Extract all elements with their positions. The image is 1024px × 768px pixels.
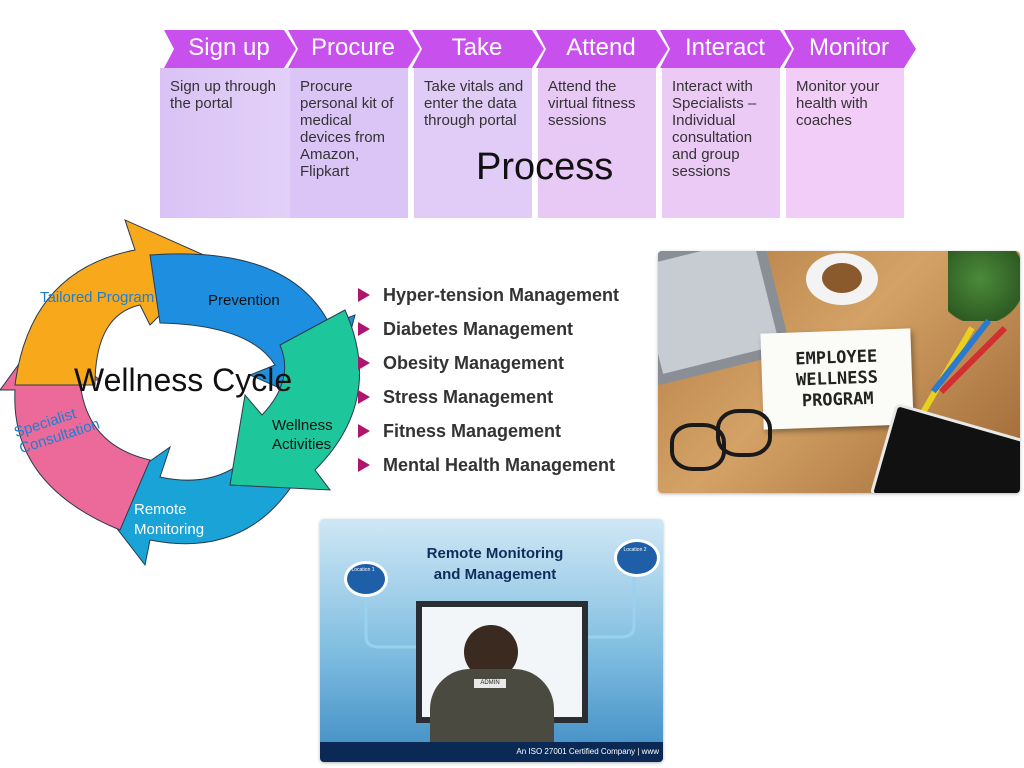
cable-lines (364, 577, 636, 649)
list-item: Hyper-tension Management (358, 278, 619, 312)
program-label: Fitness Management (383, 420, 562, 441)
program-label: Hyper-tension Management (383, 284, 620, 305)
pencil-icon (930, 318, 992, 394)
remote-title-line: and Management (433, 566, 557, 583)
step-card-attend: Attend the virtual fitness sessions (538, 68, 656, 218)
program-label: Diabetes Management (383, 318, 574, 339)
chevron-procure (288, 30, 420, 68)
tablet-icon (869, 402, 1020, 493)
bullet-triangle-icon (358, 458, 370, 472)
chevron-take (412, 30, 544, 68)
glasses-lens-icon (716, 409, 772, 457)
note-line: PROGRAM (801, 388, 874, 411)
chevron-sign-up (164, 30, 296, 68)
segment-label-tailored-program: Tailored Program (40, 289, 155, 306)
cycle-title: Wellness Cycle (74, 362, 293, 398)
process-title: Process (476, 146, 614, 188)
plant-icon (948, 251, 1020, 321)
step-desc: Sign up through the portal (170, 78, 276, 112)
step-card-take: Take vitals and enter the data through p… (414, 68, 532, 218)
remote-footer: An ISO 27001 Certified Company | www (320, 742, 663, 762)
location-left-icon (344, 561, 388, 597)
bullet-triangle-icon (358, 390, 370, 404)
step-desc: Interact with Specialists – Individual c… (672, 78, 757, 180)
remote-title: Remote Monitoring and Management (380, 543, 610, 585)
step-card-procure: Procure personal kit of medical devices … (290, 68, 408, 218)
step-desc: Procure personal kit of medical devices … (300, 78, 394, 180)
employee-wellness-photo: EMPLOYEE WELLNESS PROGRAM (658, 251, 1020, 493)
bullet-triangle-icon (358, 424, 370, 438)
bullet-triangle-icon (358, 322, 370, 336)
bullet-triangle-icon (358, 288, 370, 302)
step-card-monitor: Monitor your health with coaches (786, 68, 904, 218)
list-item: Stress Management (358, 380, 619, 414)
list-item: Fitness Management (358, 414, 619, 448)
location-right-label: Location 2 (623, 547, 647, 553)
list-item: Obesity Management (358, 346, 619, 380)
note-line: EMPLOYEE (794, 346, 878, 369)
cycle-diagram (0, 219, 361, 567)
list-item: Mental Health Management (358, 448, 619, 482)
step-label-procure: Procure (310, 34, 396, 61)
chevron-interact (660, 30, 792, 68)
location-right-icon (614, 539, 660, 577)
chevron-attend (536, 30, 668, 68)
segment-label-remote-monitoring: Remote Monitoring (134, 501, 205, 538)
step-label-interact: Interact (684, 34, 766, 61)
location-left-label: Location 1 (351, 567, 375, 573)
step-card-sign-up: Sign up through the portal (160, 68, 290, 218)
admin-label: ADMIN (474, 679, 506, 688)
remote-monitoring-photo: Remote Monitoring and Management Locatio… (320, 519, 663, 762)
step-label-sign-up: Sign up (188, 34, 270, 61)
list-item: Diabetes Management (358, 312, 619, 346)
bullet-triangle-icon (358, 356, 370, 370)
program-list: Hyper-tension Management Diabetes Manage… (358, 278, 619, 482)
segment-label-wellness-activities: Wellness Activities (272, 417, 333, 453)
chevron-monitor (784, 30, 916, 68)
note-line: WELLNESS (795, 367, 879, 390)
step-desc: Attend the virtual fitness sessions (548, 78, 636, 129)
step-card-interact: Interact with Specialists – Individual c… (662, 68, 780, 218)
coffee-icon (822, 263, 862, 293)
program-label: Stress Management (383, 386, 554, 407)
step-label-take: Take (451, 34, 503, 61)
wellness-notebook: EMPLOYEE WELLNESS PROGRAM (760, 328, 914, 430)
segment-label-prevention: Prevention (208, 292, 280, 309)
step-desc: Monitor your health with coaches (796, 78, 880, 129)
program-label: Mental Health Management (383, 454, 616, 475)
remote-title-line: Remote Monitoring (426, 545, 564, 562)
step-label-attend: Attend (566, 34, 636, 61)
step-label-monitor: Monitor (808, 34, 890, 61)
program-label: Obesity Management (383, 352, 565, 373)
process-chevrons (164, 30, 916, 68)
step-desc: Take vitals and enter the data through p… (424, 78, 524, 129)
